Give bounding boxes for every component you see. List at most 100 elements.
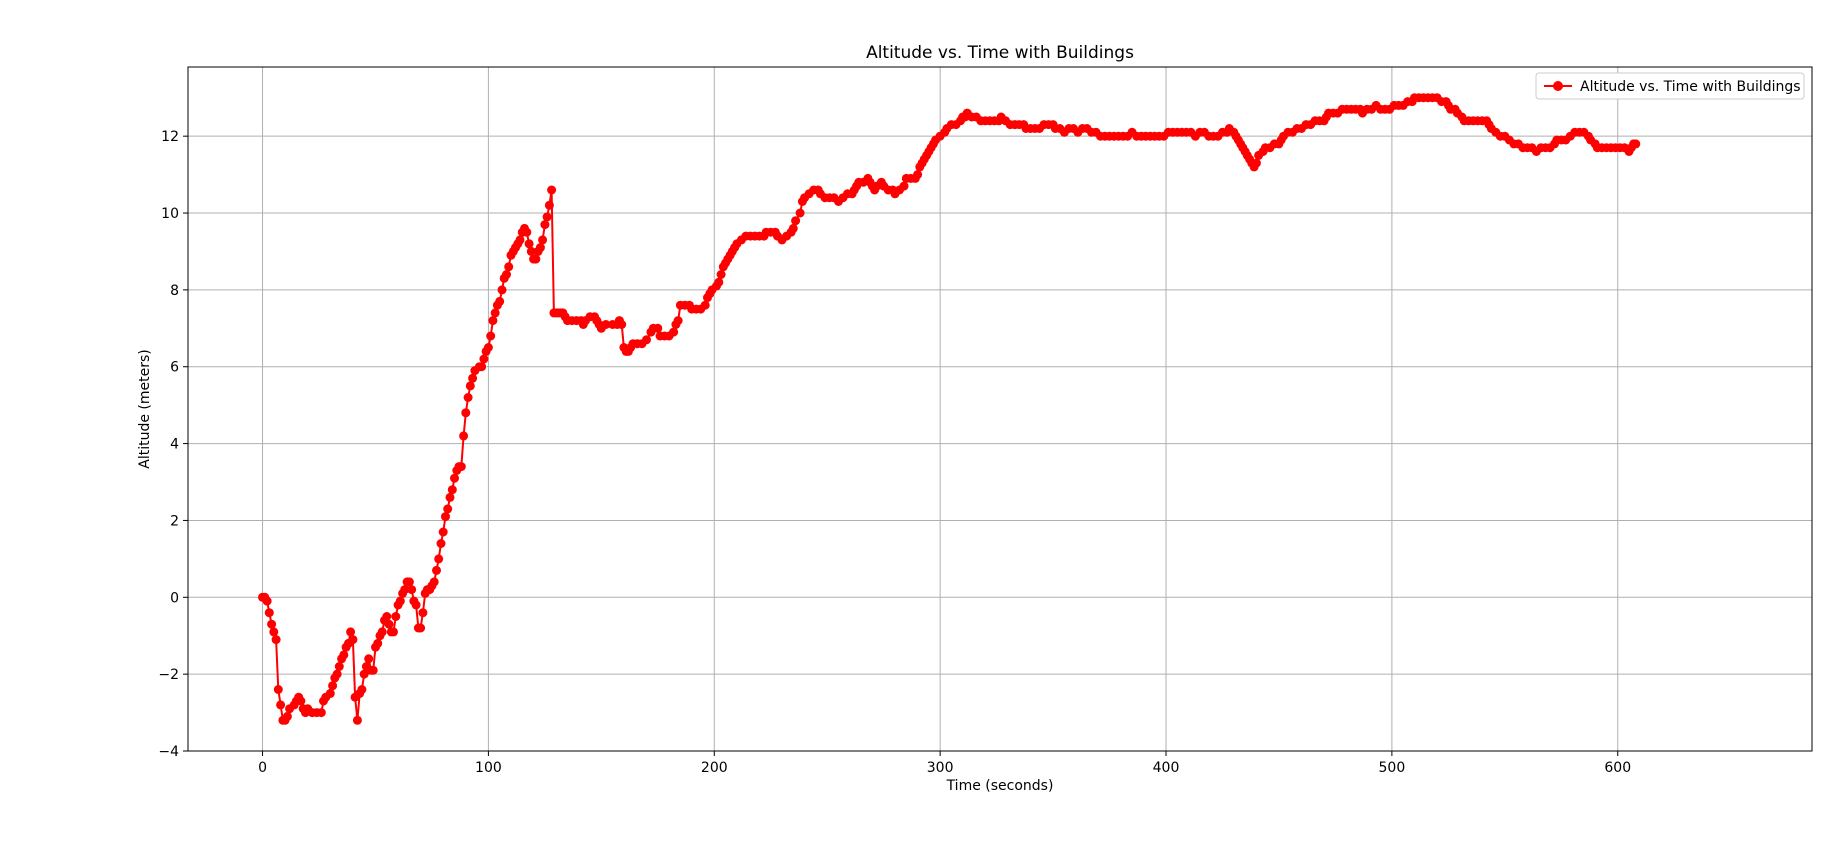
data-point (359, 669, 369, 679)
data-point (1631, 139, 1641, 149)
y-tick-label: 8 (170, 283, 179, 299)
data-point (395, 596, 405, 606)
data-point (515, 235, 525, 245)
data-point (438, 527, 448, 537)
data-point (502, 270, 511, 279)
data-point (477, 362, 487, 372)
data-point (368, 665, 378, 675)
y-tick-label: −4 (158, 744, 179, 760)
data-point (542, 212, 552, 222)
data-point (429, 577, 439, 587)
y-tick-label: 6 (170, 360, 179, 376)
data-point (416, 623, 426, 633)
data-point (450, 473, 459, 483)
data-point (465, 381, 475, 391)
data-point (468, 373, 478, 383)
data-point (497, 285, 507, 295)
plot-frame (187, 66, 1813, 752)
grid-layer (188, 67, 1812, 752)
data-point (407, 585, 417, 595)
data-point (1251, 158, 1261, 168)
x-tick-label: 600 (1604, 760, 1631, 776)
data-point (544, 200, 554, 210)
data-point (653, 323, 663, 333)
data-point (373, 638, 383, 648)
data-point (463, 393, 473, 402)
data-point (540, 220, 550, 230)
data-point (348, 635, 358, 645)
data-point (262, 596, 272, 606)
data-point (445, 492, 455, 502)
y-tick-label: 0 (170, 590, 179, 606)
y-axis-label: Altitude (meters) (137, 349, 153, 469)
x-tick-label: 400 (1153, 760, 1180, 776)
data-point (404, 577, 414, 587)
data-point (913, 170, 923, 180)
data-point (443, 504, 453, 514)
x-tick-label: 500 (1379, 760, 1406, 776)
data-point (328, 681, 338, 691)
data-point (617, 320, 627, 329)
chart-title: Altitude vs. Time with Buildings (866, 43, 1134, 63)
data-point (488, 316, 498, 326)
data-point (296, 696, 306, 706)
data-point (400, 585, 410, 595)
data-point (264, 608, 274, 618)
data-point (316, 708, 326, 718)
data-point (531, 254, 541, 264)
data-point (434, 554, 444, 564)
data-point (495, 296, 505, 306)
data-point (269, 627, 279, 637)
data-point (669, 327, 679, 337)
data-point (642, 335, 651, 345)
y-tick-label: 4 (170, 437, 179, 453)
data-point (461, 408, 471, 418)
legend-box (1535, 72, 1805, 100)
legend: Altitude vs. Time with Buildings (1535, 72, 1805, 100)
data-point (271, 635, 281, 645)
data-point (384, 619, 394, 629)
data-point (714, 277, 724, 287)
data-point (538, 235, 548, 245)
x-axis-label: Time (seconds) (946, 778, 1054, 794)
data-point (339, 650, 349, 660)
data-point (547, 185, 557, 195)
data-point (479, 354, 489, 364)
data-point (432, 565, 441, 575)
data-point (535, 243, 545, 253)
data-point (436, 539, 446, 548)
data-point (447, 485, 457, 495)
data-point (282, 711, 292, 721)
data-point (456, 462, 466, 472)
data-point (352, 715, 362, 725)
data-point (273, 685, 283, 694)
data-point (441, 512, 450, 522)
data-point (382, 612, 392, 621)
series-marker-layer (258, 93, 1641, 725)
y-tick-label: −2 (158, 667, 179, 683)
data-point (377, 627, 387, 637)
data-point (267, 619, 277, 629)
data-point (490, 308, 500, 318)
data-point (716, 270, 726, 279)
x-tick-label: 0 (258, 760, 267, 776)
data-point (418, 608, 428, 618)
data-point (526, 246, 536, 256)
data-point (524, 239, 534, 249)
legend-label: Altitude vs. Time with Buildings (1580, 79, 1801, 95)
data-point (700, 300, 710, 310)
tick-layer: 0 100 200 300 400 500 600 −4 −2 0 2 4 6 8 10 12 (158, 129, 1631, 776)
data-point (899, 181, 909, 191)
data-point (522, 227, 532, 237)
x-tick-label: 200 (701, 760, 728, 776)
data-point (357, 685, 367, 694)
y-tick-label: 2 (170, 513, 179, 529)
data-point (325, 688, 335, 698)
data-point (486, 331, 496, 341)
legend-marker-swatch (1553, 81, 1563, 91)
data-point (788, 223, 798, 233)
y-tick-label: 12 (161, 129, 179, 145)
x-tick-label: 300 (927, 760, 954, 776)
